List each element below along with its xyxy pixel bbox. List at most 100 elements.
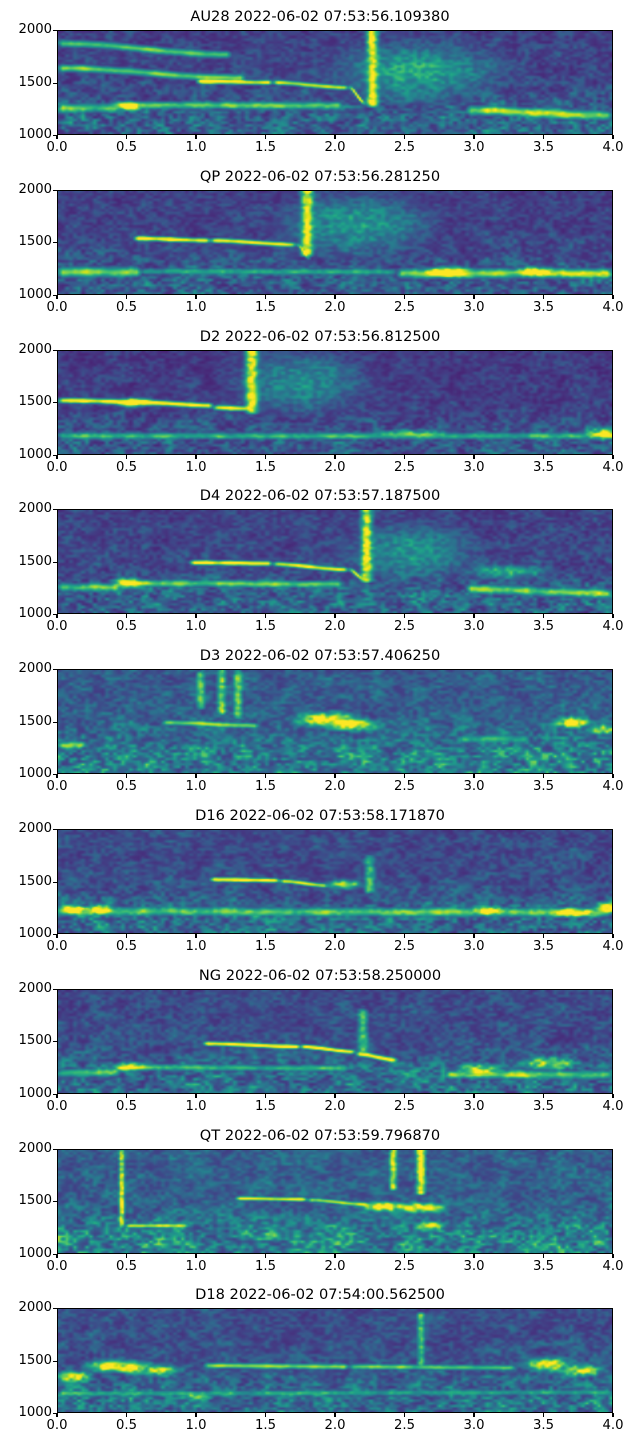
x-tick-label: 2.5 [394,299,415,315]
x-tick-label: 0.5 [116,459,137,475]
y-tick-mark [53,561,57,563]
x-tick-label: 0.5 [116,1418,137,1434]
x-tick-mark [125,1253,128,1258]
x-tick-label: 1.5 [255,459,276,475]
x-tick-mark [403,294,406,299]
y-tick-label: 1500 [18,74,52,90]
y-tick-mark [53,1360,57,1362]
x-tick-label: 4.0 [602,939,624,954]
x-tick-mark [403,934,406,938]
x-tick-label: 0.0 [46,459,68,475]
spectrogram-panel: D16 2022-06-02 07:53:58.171870 1000 1500 20… [0,807,640,962]
x-tick-mark [125,135,128,139]
x-tick-label: 0.5 [116,619,137,635]
x-tick-label: 3.0 [463,459,485,475]
y-tick-mark [53,1093,57,1095]
x-tick-mark [56,1413,58,1418]
x-tick-label: 3.5 [533,939,554,954]
x-tick-mark [125,774,128,779]
y-tick-label: 1500 [18,713,52,729]
spectrogram-panel: QT 2022-06-02 07:53:59.796870 1000 1500 200… [0,1127,640,1282]
y-tick-label: 2000 [18,341,52,357]
y-tick-label: 1500 [18,394,52,410]
x-tick-label: 2.5 [394,1418,415,1434]
x-tick-label: 0.0 [46,779,68,795]
x-tick-mark [195,294,197,299]
y-tick-mark [53,669,57,671]
x-tick-mark [612,294,614,299]
x-tick-mark [195,1093,197,1098]
x-tick-mark [264,614,267,619]
x-tick-mark [403,1093,406,1098]
x-tick-label: 2.5 [394,459,415,475]
y-tick-mark [53,135,57,137]
x-tick-label: 0.5 [116,299,137,315]
x-tick-mark [334,774,336,779]
spectrogram-panel: D2 2022-06-02 07:53:56.812500 1000 1500 200… [0,328,640,483]
x-tick-label: 0.0 [46,140,68,155]
x-tick-mark [56,1093,58,1098]
spectrogram-image [58,510,612,614]
x-tick-label: 4.0 [602,1258,624,1274]
x-tick-mark [473,135,475,139]
x-tick-mark [612,1253,614,1258]
spectrogram-panel: D3 2022-06-02 07:53:57.406250 1000 1500 200… [0,647,640,802]
x-tick-mark [264,1093,267,1098]
x-tick-label: 1.5 [255,299,276,315]
x-tick-mark [264,454,267,459]
x-tick-mark [125,934,128,938]
x-tick-mark [542,294,545,299]
y-tick-label: 2000 [18,22,52,37]
x-tick-mark [473,1093,475,1098]
x-tick-label: 4.0 [602,459,624,475]
x-tick-mark [334,614,336,619]
x-tick-label: 1.0 [185,779,207,795]
x-tick-mark [403,774,406,779]
x-tick-mark [473,1253,475,1258]
x-tick-mark [125,454,128,459]
x-tick-label: 3.5 [533,779,554,795]
y-tick-mark [53,349,57,351]
x-tick-mark [542,135,545,139]
x-tick-mark [56,774,58,779]
y-tick-label: 1000 [18,1245,52,1261]
x-tick-label: 2.5 [394,1258,415,1274]
y-tick-label: 1500 [18,873,52,889]
x-tick-mark [195,774,197,779]
x-tick-label: 2.0 [324,619,346,635]
x-tick-mark [264,294,267,299]
x-tick-label: 1.5 [255,1418,276,1434]
spectrogram-axes [57,1308,613,1414]
x-tick-label: 1.5 [255,1258,276,1274]
x-tick-label: 4.0 [602,1098,624,1114]
panel-title: D2 2022-06-02 07:53:56.812500 [199,327,441,345]
x-tick-mark [473,774,475,779]
x-tick-label: 3.5 [533,1418,554,1434]
spectrogram-image [58,1149,612,1253]
y-tick-label: 1500 [18,1352,52,1368]
x-tick-label: 3.5 [533,1258,554,1274]
x-tick-mark [334,135,336,139]
spectrogram-image [58,670,612,774]
y-tick-label: 1000 [18,286,52,302]
x-tick-mark [56,934,58,938]
spectrogram-axes [57,669,613,775]
spectrogram-image [58,1309,612,1413]
x-tick-label: 3.0 [463,939,485,954]
x-tick-mark [473,934,475,938]
spectrogram-panel: AU28 2022-06-02 07:53:56.109380 1000 1500 2… [0,8,640,163]
y-tick-label: 2000 [18,501,52,517]
y-tick-label: 1000 [18,606,52,622]
x-tick-label: 3.0 [463,619,485,635]
x-tick-label: 1.0 [185,1418,207,1434]
x-tick-mark [264,1413,267,1418]
x-tick-mark [334,934,336,938]
x-tick-mark [264,934,267,938]
x-tick-label: 1.5 [255,1098,276,1114]
x-tick-mark [542,614,545,619]
x-tick-label: 3.5 [533,1098,554,1114]
x-tick-mark [403,454,406,459]
x-tick-mark [403,135,406,139]
x-tick-label: 3.0 [463,1258,485,1274]
y-tick-label: 1000 [18,926,52,941]
